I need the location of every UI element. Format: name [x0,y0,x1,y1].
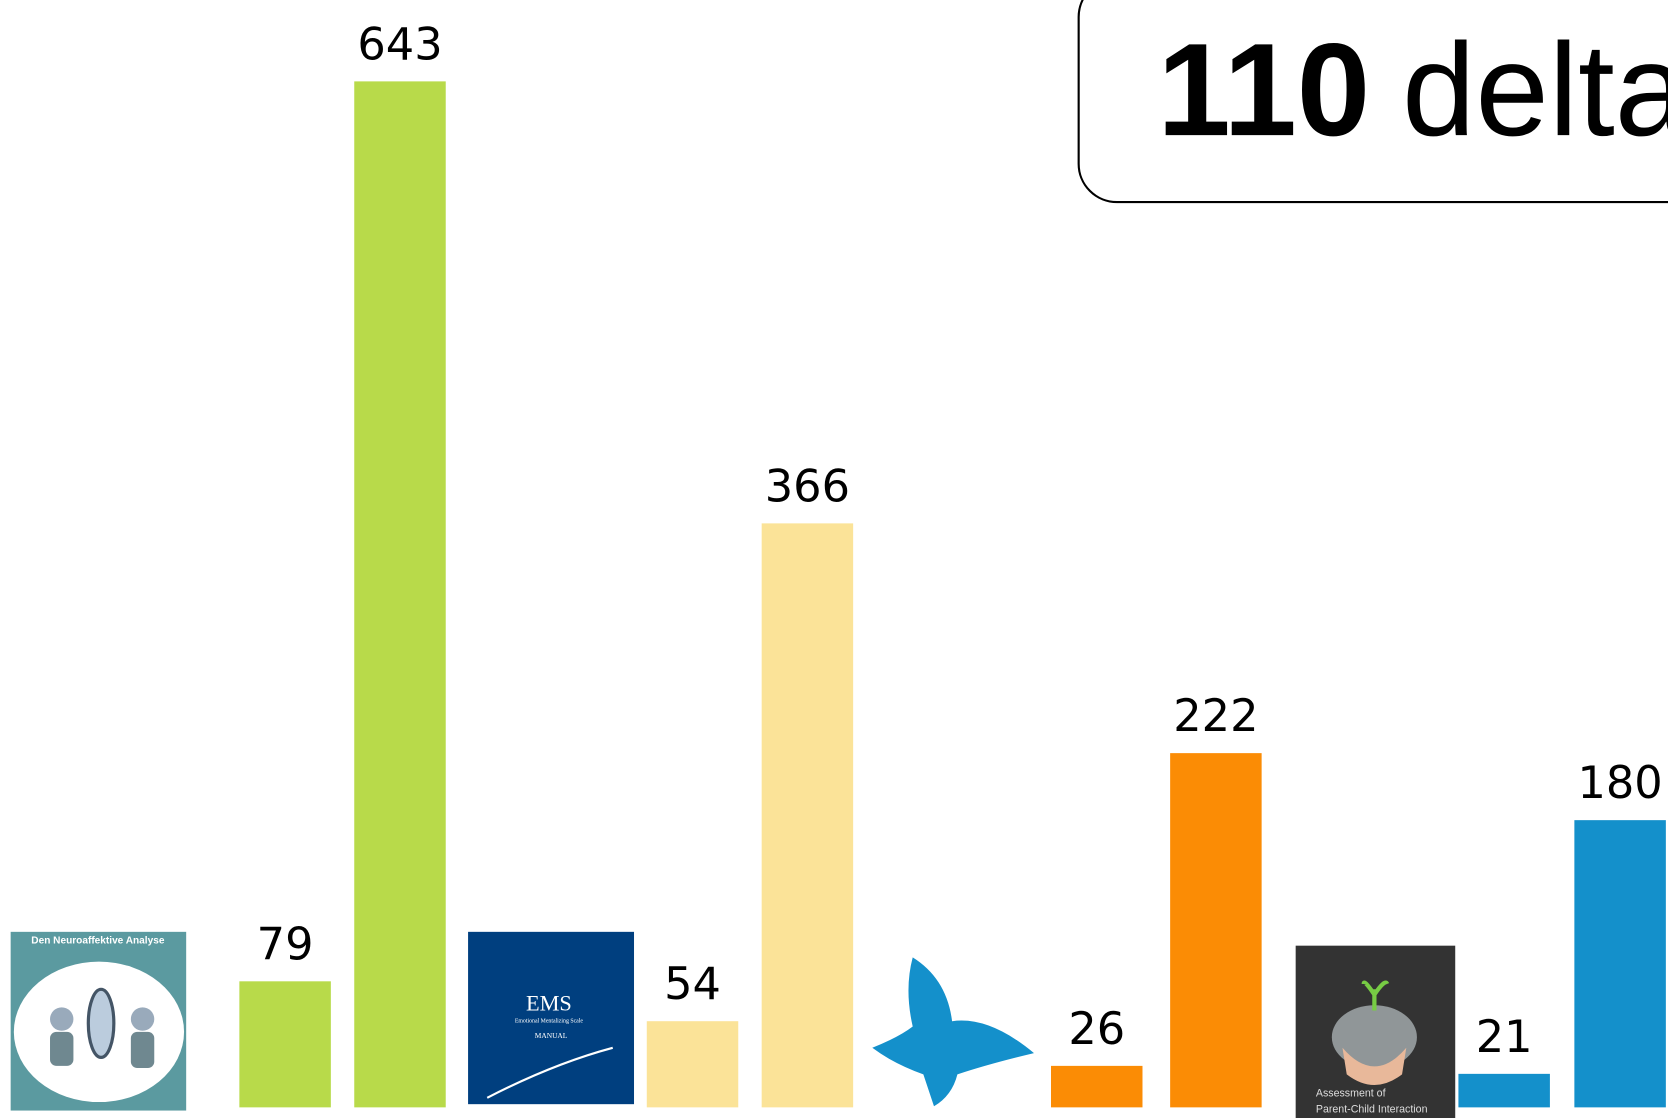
value-label: 54 [664,958,721,1010]
thumbnail-ems: EMS Emotional Mentalizing Scale MANUAL [468,931,635,1105]
thumbnail-title: Assessment of [1316,1088,1386,1100]
bar [1458,1073,1550,1108]
thumbnail-subtitle: Emotional Mentalizing Scale [515,1018,584,1024]
butterfly [872,957,1034,1107]
bar [354,81,446,1108]
figure [130,1007,155,1031]
splash [1331,1005,1417,1070]
figure [130,1031,155,1069]
headline-box [1077,0,1668,204]
bar [1170,753,1262,1108]
value-label: 643 [357,18,442,70]
value-label: 180 [1577,757,1662,809]
mirror [86,987,116,1059]
value-label: 21 [1476,1011,1533,1063]
value-label: 26 [1068,1003,1125,1055]
thumbnail-bg [468,931,635,1105]
figure [50,1007,74,1031]
value-label: 366 [765,460,850,512]
thumbnail-subtitle: Parent-Child Interaction [1316,1104,1428,1116]
headline: 110 delta [1157,16,1668,163]
bar [1051,1065,1143,1108]
bar [646,1021,739,1108]
thumbnail-neuroaffektive: Den Neuroaffektive Analyse [10,931,187,1111]
thumbnail-title: EMS [526,991,572,1016]
plant [1361,980,1390,1011]
bar [761,523,854,1108]
value-label: 222 [1173,690,1258,742]
bar [239,981,331,1108]
bar [1574,820,1666,1108]
thumbnail-title: Den Neuroaffektive Analyse [31,936,165,947]
headline-text: delta [1402,16,1668,163]
swoosh [486,1046,614,1099]
value-label: 79 [257,918,314,970]
hands [1342,1047,1407,1086]
headline-number: 110 [1157,16,1370,163]
thumbnail-note: MANUAL [535,1031,568,1040]
thumbnail-assessment: Assessment of Parent-Child Interaction [1295,945,1456,1118]
figure [50,1031,74,1066]
